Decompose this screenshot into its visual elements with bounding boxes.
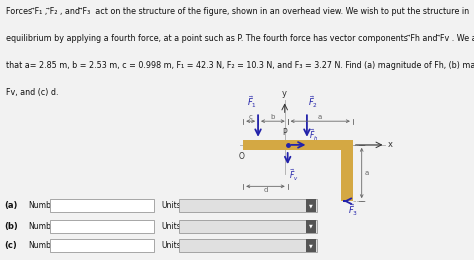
FancyBboxPatch shape [179,199,317,212]
Text: a: a [365,170,369,176]
Text: equilibrium by applying a fourth force, at a point such as P. The fourth force h: equilibrium by applying a fourth force, … [6,34,474,43]
FancyBboxPatch shape [50,220,154,233]
Text: $\vec{F}_2$: $\vec{F}_2$ [308,95,318,110]
Text: O: O [239,152,245,161]
Text: Number: Number [28,241,59,250]
Text: Units: Units [161,201,181,210]
Text: x: x [388,140,392,150]
Text: (c): (c) [5,241,18,250]
Text: Fv, and (c) d.: Fv, and (c) d. [6,88,58,98]
Text: Units: Units [161,222,181,231]
Text: $\vec{F}_v$: $\vec{F}_v$ [289,168,299,183]
Text: Units: Units [161,241,181,250]
Bar [243,140,353,150]
Text: (b): (b) [5,222,18,231]
Text: Number: Number [28,201,59,210]
FancyBboxPatch shape [179,239,317,252]
Text: Forces ⃗F₁ , ⃗F₂ , and ⃗F₃  act on the structure of the figure, shown in an over: Forces ⃗F₁ , ⃗F₂ , and ⃗F₃ act on the st… [6,6,469,16]
Text: $\vec{F}_3$: $\vec{F}_3$ [347,203,358,218]
Bar [341,150,353,201]
Text: ▼: ▼ [309,224,313,229]
Text: d: d [263,187,268,193]
Text: $\vec{F}_1$: $\vec{F}_1$ [247,95,257,110]
Text: P: P [283,128,287,138]
Text: ▼: ▼ [309,203,313,208]
FancyBboxPatch shape [179,220,317,233]
Text: b: b [271,114,275,120]
FancyBboxPatch shape [50,239,154,252]
FancyBboxPatch shape [50,199,154,212]
Text: that a= 2.85 m, b = 2.53 m, c = 0.998 m, F₁ = 42.3 N, F₂ = 10.3 N, and F₃ = 3.27: that a= 2.85 m, b = 2.53 m, c = 0.998 m,… [6,61,474,70]
FancyBboxPatch shape [306,220,316,233]
Text: ▼: ▼ [309,243,313,248]
Text: y: y [282,89,287,98]
FancyBboxPatch shape [306,239,316,252]
Text: c: c [249,114,253,120]
FancyBboxPatch shape [306,199,316,212]
Text: a: a [318,114,322,120]
Text: Number: Number [28,222,59,231]
Text: (a): (a) [5,201,18,210]
Text: $\vec{F}_h$: $\vec{F}_h$ [309,127,319,143]
